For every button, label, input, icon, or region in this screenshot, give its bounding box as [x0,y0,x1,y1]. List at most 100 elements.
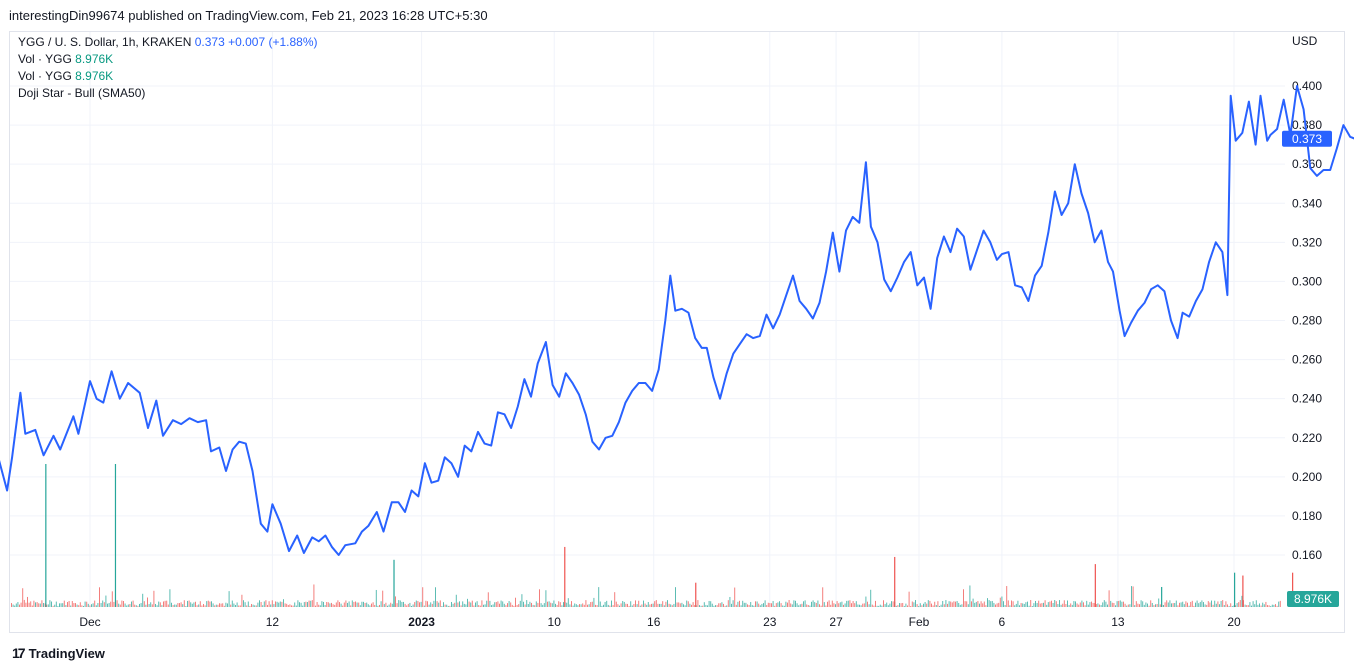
volume-bar [929,600,931,607]
volume-bar [1123,601,1124,607]
legend-symbol-row[interactable]: YGG / U. S. Dollar, 1h, KRAKEN 0.373 +0.… [18,34,318,51]
volume-bar [1132,586,1134,607]
volume-bar [489,600,491,607]
volume-bar [860,605,862,607]
volume-bar [182,604,184,607]
volume-bar [913,602,915,607]
volume-bar [721,602,723,607]
volume-bar [105,595,107,607]
volume-bar [47,604,49,607]
volume-bar [619,605,620,607]
volume-bar [379,604,380,607]
volume-bar [148,604,150,607]
volume-bar [868,604,870,607]
volume-bar [171,602,172,607]
volume-bar [591,601,593,607]
volume-bar [60,603,62,607]
volume-bar [945,600,947,607]
legend-volume-row-1[interactable]: Vol · YGG 8.976K [18,51,318,68]
legend-pattern: Doji Star - Bull (SMA50) [18,86,146,100]
volume-bar [355,601,356,607]
volume-bar [921,605,923,607]
volume-bar [342,605,344,607]
volume-bar [449,605,451,607]
volume-bar [65,605,67,607]
volume-bar [459,601,460,607]
volume-bar [1076,603,1078,607]
volume-bar [1262,602,1264,607]
volume-bar [108,602,110,607]
volume-bar [998,602,1000,607]
volume-bar [766,605,768,607]
tradingview-footer[interactable]: 17 TradingView [12,645,105,661]
volume-bar [806,604,808,607]
legend-volume-row-2[interactable]: Vol · YGG 8.976K [18,68,318,85]
volume-bar [1198,603,1200,607]
volume-bar [244,602,246,607]
volume-bar [139,603,140,607]
volume-bar [1127,604,1129,607]
volume-bar [351,600,353,607]
volume-bar [1215,603,1217,607]
volume-bar [582,603,584,607]
volume-bar [300,602,302,607]
volume-bar [1071,604,1073,607]
volume-bar [587,604,588,607]
volume-bar [254,605,256,607]
volume-bar [68,601,70,607]
volume-bar [1052,603,1054,607]
volume-bar [1017,600,1019,607]
volume-bar [62,603,64,607]
volume-bar [793,600,795,607]
volume-bar [99,587,100,607]
volume-bar [961,604,963,607]
volume-bar [561,605,563,607]
volume-bar [113,601,115,607]
volume-bar [777,602,779,607]
volume-bar [710,601,712,607]
volume-bar [537,602,539,607]
volume-bar [323,601,324,607]
volume-bar [915,600,916,607]
volume-bar [267,604,268,607]
volume-bar [383,604,385,607]
volume-bar [947,603,948,607]
volume-bar [822,587,824,607]
volume-bar [964,601,966,607]
volume-bar [327,602,329,607]
volume-bar [123,601,124,607]
volume-bar [481,600,483,607]
volume-bar [318,604,320,607]
volume-bar [347,602,348,607]
volume-bar [1083,602,1084,607]
volume-bar [1044,600,1046,607]
volume-bar [692,602,694,607]
volume-bar [63,600,65,607]
legend-pattern-row[interactable]: Doji Star - Bull (SMA50) [18,85,318,102]
volume-bar [1233,605,1235,607]
volume-bar [836,601,838,607]
volume-bar [1115,605,1116,607]
volume-bar [883,600,884,607]
volume-bar [971,601,972,607]
volume-bar [390,602,392,607]
volume-bar [835,604,836,607]
volume-bar [1268,605,1270,607]
volume-bar [414,602,416,607]
volume-bar [1177,605,1179,607]
y-tick-label: 0.340 [1292,196,1322,210]
volume-bar [510,602,512,607]
volume-bar [1126,605,1128,607]
volume-bar [531,602,532,607]
volume-bar [110,601,112,607]
volume-bar [633,604,635,607]
volume-bar [199,601,201,607]
volume-bar [15,603,17,607]
volume-bar [731,603,732,607]
volume-bar [311,600,313,607]
volume-bar [540,603,542,607]
volume-bar [655,600,657,607]
volume-bar [86,601,88,607]
volume-bar [31,605,33,607]
